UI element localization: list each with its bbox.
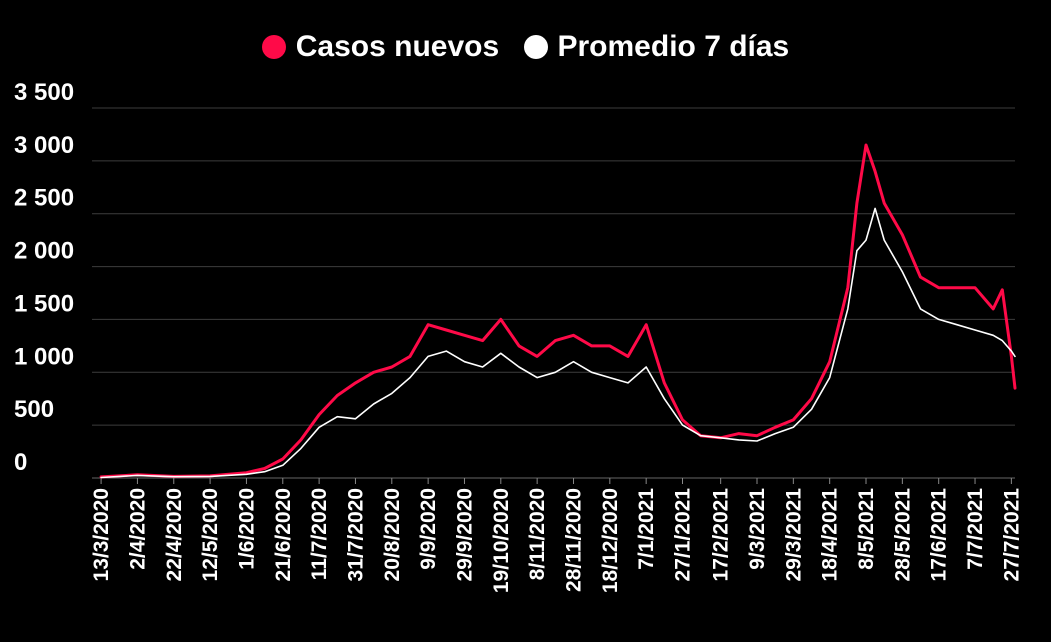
- x-tick-label: 1/6/2020: [235, 488, 258, 570]
- legend-dot-casos: [261, 35, 286, 59]
- x-tick-label: 29/3/2021: [782, 488, 805, 582]
- legend: Casos nuevos Promedio 7 días: [0, 30, 1051, 64]
- x-tick-label: 18/12/2020: [599, 488, 622, 593]
- x-tick-label: 9/9/2020: [417, 488, 440, 570]
- x-axis: 13/3/2020 2/4/2020 22/4/2020 12/5/2020 1/6/2…: [90, 478, 1023, 593]
- x-tick-label: 31/7/2020: [344, 488, 367, 581]
- y-tick-label: 1 000: [14, 343, 74, 370]
- legend-dot-promedio: [523, 35, 548, 59]
- legend-label-casos: Casos nuevos: [295, 30, 500, 63]
- x-tick-label: 7/7/2021: [964, 488, 987, 570]
- x-tick-label: 18/4/2021: [819, 488, 842, 582]
- x-tick-label: 20/8/2020: [381, 488, 404, 581]
- y-tick-label: 1 500: [14, 290, 74, 317]
- x-tick-label: 8/11/2020: [526, 488, 549, 580]
- x-tick-label: 12/5/2020: [199, 488, 222, 581]
- y-axis: 0 500 1 000 1 500 2 000 2 500 3 000 3 500: [14, 79, 74, 476]
- x-tick-label: 17/2/2021: [710, 488, 733, 582]
- x-tick-label: 7/1/2021: [635, 488, 658, 570]
- series-line-promedio-7-dias: [100, 207, 1016, 479]
- y-tick-label: 0: [14, 449, 27, 476]
- y-tick-label: 2 500: [14, 185, 74, 212]
- legend-item-promedio[interactable]: Promedio 7 días: [523, 30, 790, 64]
- x-tick-label: 28/11/2020: [562, 488, 585, 592]
- x-tick-label: 17/6/2021: [928, 488, 951, 582]
- legend-item-casos[interactable]: Casos nuevos: [261, 30, 500, 64]
- x-tick-label: 22/4/2020: [163, 488, 186, 581]
- x-tick-label: 2/4/2020: [126, 488, 149, 570]
- x-tick-label: 13/3/2020: [90, 488, 113, 581]
- x-tick-label: 27/7/2021: [1000, 488, 1023, 582]
- x-tick-label: 19/10/2020: [490, 488, 513, 593]
- y-tick-label: 3 500: [14, 79, 74, 106]
- x-tick-label: 28/5/2021: [891, 488, 914, 582]
- gridlines: [92, 107, 1015, 479]
- legend-label-promedio: Promedio 7 días: [557, 30, 790, 63]
- x-tick-label: 11/7/2020: [308, 488, 331, 580]
- x-tick-label: 29/9/2020: [453, 488, 476, 581]
- x-tick-label: 21/6/2020: [272, 488, 295, 581]
- series-layer: [99, 143, 1017, 479]
- y-tick-label: 500: [14, 396, 54, 423]
- y-tick-label: 3 000: [14, 132, 74, 159]
- x-tick-label: 9/3/2021: [746, 488, 769, 570]
- x-tick-label: 8/5/2021: [855, 488, 878, 570]
- x-tick-label: 27/1/2021: [672, 488, 695, 582]
- series-line-casos-nuevos: [99, 143, 1017, 479]
- y-tick-label: 2 000: [14, 238, 74, 265]
